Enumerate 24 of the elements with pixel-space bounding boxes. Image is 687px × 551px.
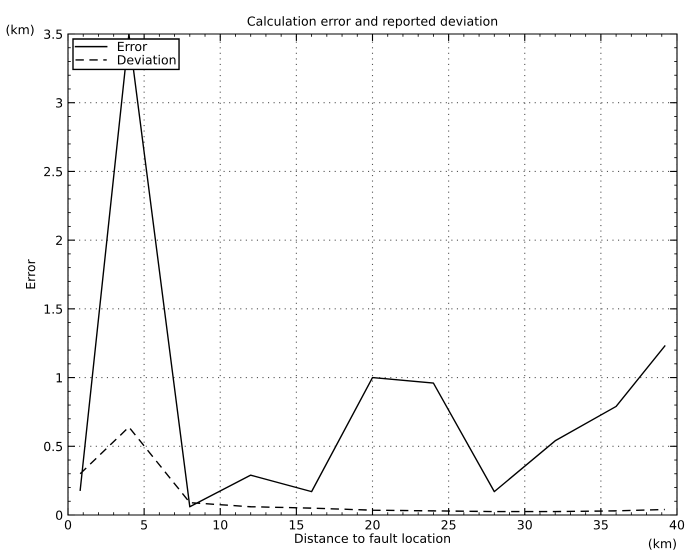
y-tick-label: 2 bbox=[56, 236, 62, 245]
y-tick-label: 0.5 bbox=[44, 442, 62, 452]
x-tick-label: 10 bbox=[214, 520, 228, 530]
x-tick-label: 30 bbox=[518, 520, 532, 530]
legend-label: Deviation bbox=[118, 54, 176, 65]
x-tick-label: 5 bbox=[141, 520, 148, 530]
y-tick-label: 3.5 bbox=[44, 29, 62, 39]
legend-label: Error bbox=[118, 42, 148, 52]
y-tick-label: 3 bbox=[56, 98, 62, 108]
y-tick-label: 1.5 bbox=[44, 304, 62, 314]
y-tick-label: 0 bbox=[56, 510, 62, 520]
x-tick-label: 40 bbox=[670, 520, 684, 530]
x-tick-label: 35 bbox=[594, 520, 608, 530]
x-axis-title: Distance to fault location bbox=[295, 533, 450, 544]
x-tick-label: 0 bbox=[64, 520, 72, 530]
y-axis-title: Error bbox=[26, 259, 36, 289]
y-tick-label: 2.5 bbox=[44, 166, 62, 176]
x-tick-label: 15 bbox=[290, 520, 304, 530]
x-tick-label: 25 bbox=[442, 520, 456, 530]
y-tick-label: 1 bbox=[56, 373, 62, 382]
chart-title: Calculation error and reported deviation bbox=[248, 16, 498, 28]
text: (km) bbox=[648, 538, 676, 550]
text: (km) bbox=[6, 24, 34, 36]
x-tick-label: 20 bbox=[365, 520, 380, 530]
